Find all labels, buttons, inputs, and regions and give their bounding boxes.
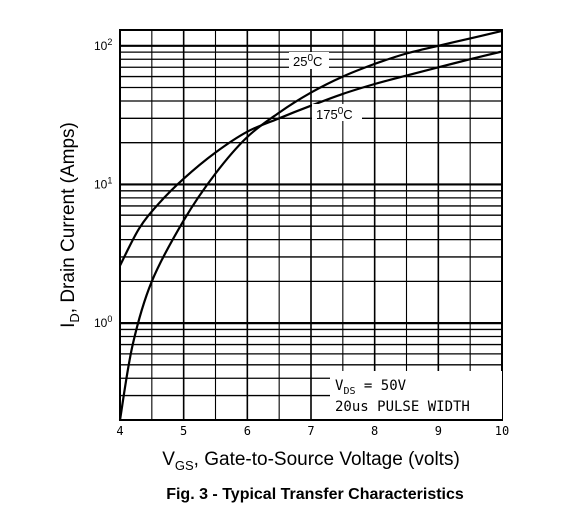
y-axis-label-symbol: I — [58, 323, 79, 328]
svg-text:VDS = 50V: VDS = 50V — [335, 378, 407, 397]
y-tick-label-exponent: 2 — [107, 37, 112, 47]
test-conditions-annotation: VDS = 50V 20us PULSE WIDTH — [330, 371, 502, 419]
annotation-vds-value: = 50V — [355, 378, 406, 394]
grid — [120, 30, 502, 421]
x-tick-label: 8 — [371, 424, 378, 438]
annotation-vds-symbol: V — [335, 378, 344, 394]
series-label-25c-degree: 0 — [307, 53, 313, 64]
x-tick-label: 9 — [435, 424, 442, 438]
series-label-175c-unit: C — [343, 107, 352, 122]
y-tick-label: 100 — [94, 314, 112, 330]
y-tick-label: 102 — [94, 37, 112, 53]
y-tick-label-base: 10 — [94, 177, 108, 191]
series-label-175c-value: 175 — [316, 107, 338, 122]
series-label-25c-value: 25 — [293, 54, 307, 69]
series-layer — [118, 29, 503, 421]
x-axis-label-symbol: V — [162, 449, 175, 470]
y-axis-label-subscript: D — [67, 313, 82, 322]
y-axis-label-text: , Drain Current (Amps) — [58, 122, 79, 313]
svg-text:250C: 250C — [293, 53, 322, 69]
y-axis-label: ID, Drain Current (Amps) — [58, 122, 82, 328]
x-axis-label: VGS, Gate-to-Source Voltage (volts) — [162, 449, 460, 473]
figure-caption: Fig. 3 - Typical Transfer Characteristic… — [166, 486, 464, 503]
x-axis-label-text: , Gate-to-Source Voltage (volts) — [194, 449, 460, 470]
x-tick-label: 10 — [495, 424, 509, 438]
plot-frame — [119, 29, 503, 421]
y-tick-label-exponent: 0 — [107, 314, 112, 324]
annotation-vds-subscript: DS — [343, 386, 355, 397]
x-tick-label: 7 — [307, 424, 314, 438]
series-label-25c: 250C — [289, 52, 329, 69]
annotation-pulse-width: 20us PULSE WIDTH — [335, 399, 470, 415]
y-tick-label-base: 10 — [94, 316, 108, 330]
series-label-175c-degree: 0 — [338, 106, 344, 117]
series-label-25c-unit: C — [313, 54, 322, 69]
y-tick-label-base: 10 — [94, 39, 108, 53]
series-line-175c — [119, 50, 503, 267]
x-axis-label-subscript: GS — [175, 458, 194, 473]
series-label-175c: 1750C — [312, 104, 362, 122]
x-tick-label: 4 — [116, 424, 123, 438]
x-tick-labels: 4 5 6 7 8 9 10 — [116, 424, 509, 438]
y-tick-label-exponent: 1 — [107, 175, 112, 185]
svg-text:1750C: 1750C — [316, 106, 353, 122]
x-tick-label: 6 — [244, 424, 251, 438]
series-line-25c — [118, 29, 503, 421]
y-tick-label: 101 — [94, 175, 112, 191]
x-tick-label: 5 — [180, 424, 187, 438]
